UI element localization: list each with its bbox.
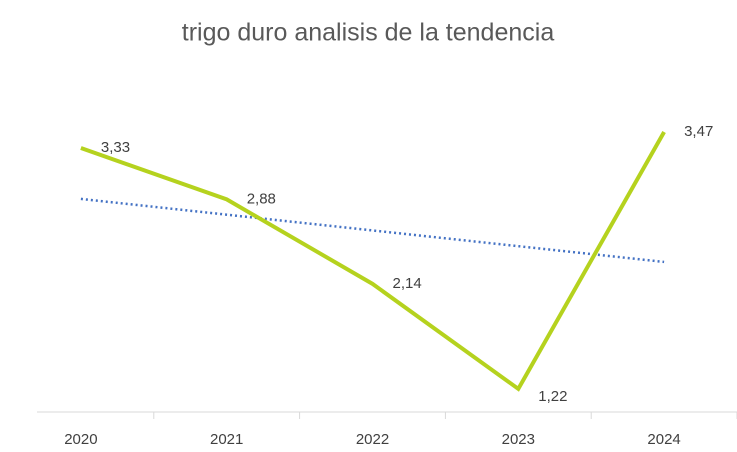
data-label: 2,14 xyxy=(393,275,422,292)
data-label: 3,47 xyxy=(684,123,713,140)
x-tick-label: 2020 xyxy=(64,431,97,448)
x-tick-label: 2022 xyxy=(356,431,389,448)
chart-title: trigo duro analisis de la tendencia xyxy=(182,19,555,47)
data-label: 1,22 xyxy=(538,388,567,405)
x-tick-label: 2024 xyxy=(647,431,680,448)
data-line xyxy=(80,131,666,392)
x-tick-label: 2021 xyxy=(210,431,243,448)
data-label: 3,33 xyxy=(101,139,130,156)
x-tick-label: 2023 xyxy=(502,431,535,448)
trendline xyxy=(80,197,665,264)
data-label: 2,88 xyxy=(247,190,276,207)
